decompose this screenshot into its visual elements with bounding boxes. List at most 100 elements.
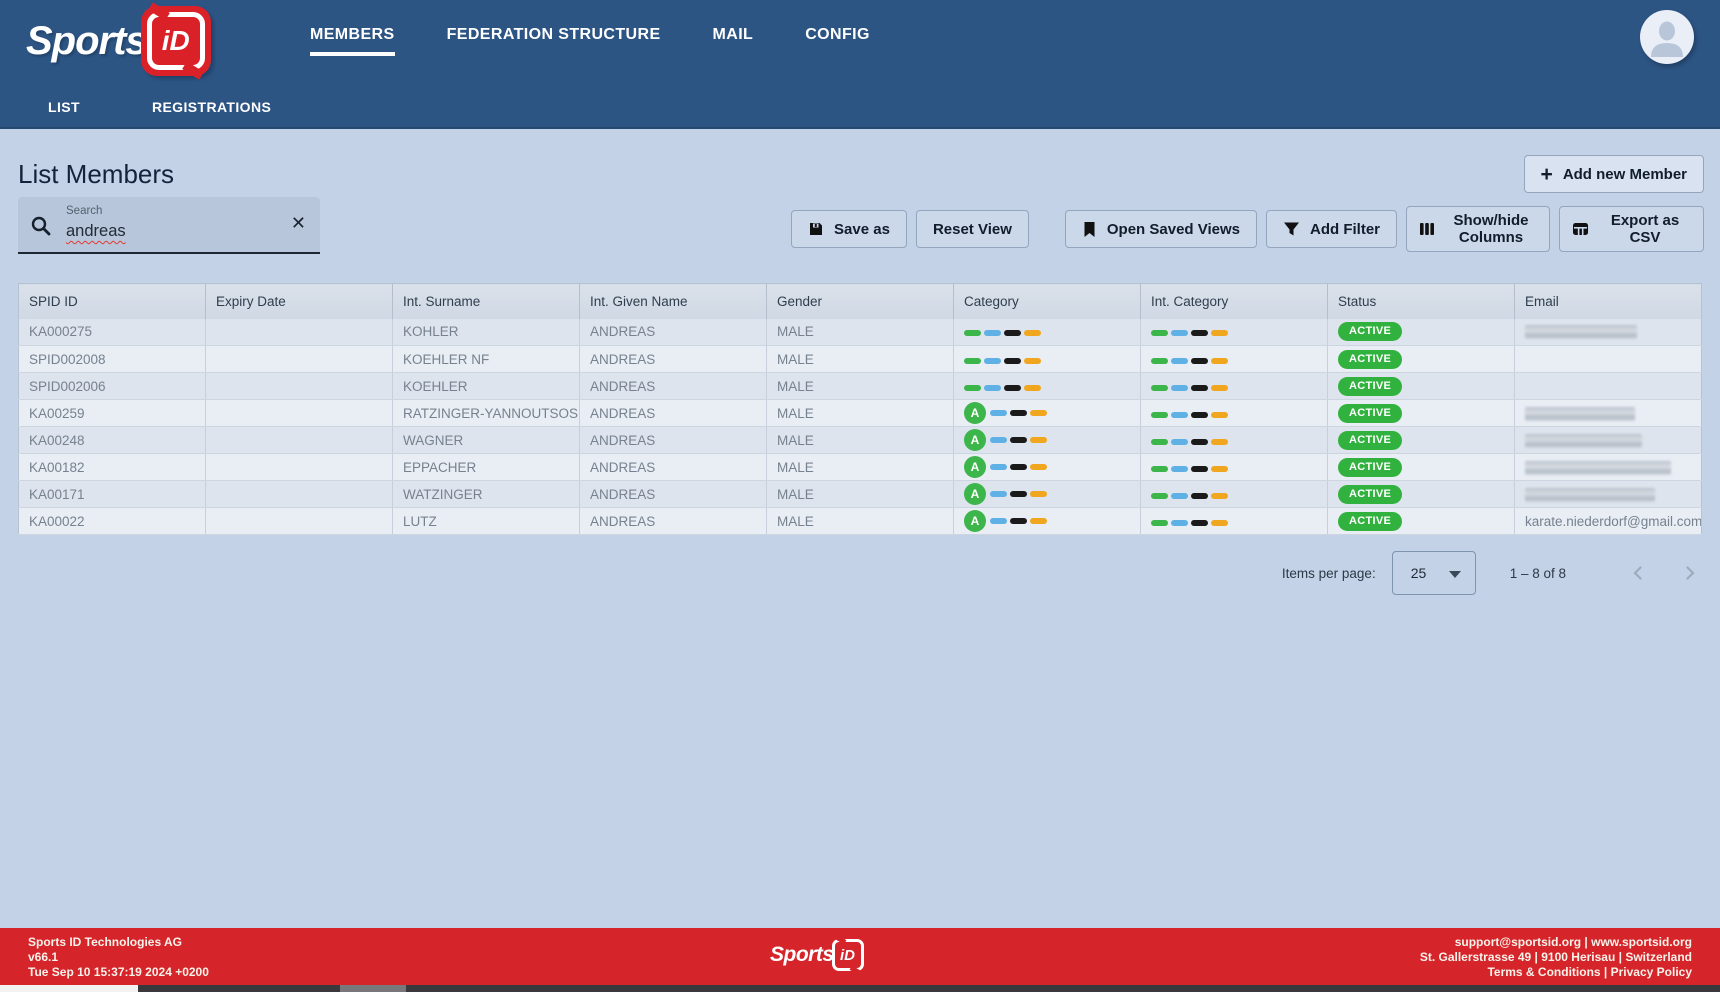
table-row[interactable]: KA00182 EPPACHER ANDREAS MALE A ACTIVE xyxy=(18,453,1702,481)
footer-legal-links[interactable]: Terms & Conditions | Privacy Policy xyxy=(1487,965,1692,979)
column-header-email[interactable]: Email xyxy=(1514,283,1702,319)
save-as-button[interactable]: Save as xyxy=(791,210,907,248)
cell-gender: MALE xyxy=(766,507,954,535)
table-row[interactable]: KA00259 RATZINGER-YANNOUTSOS ANDREAS MALE A A… xyxy=(18,399,1702,427)
add-new-member-button[interactable]: + Add new Member xyxy=(1523,155,1704,193)
status-badge: ACTIVE xyxy=(1338,403,1403,423)
table-row[interactable]: KA00022 LUTZ ANDREAS MALE A ACTIVE karate.nied… xyxy=(18,507,1702,535)
redacted-email xyxy=(1525,433,1642,448)
column-header-expiry-date[interactable]: Expiry Date xyxy=(205,283,393,319)
category-indicator xyxy=(1151,519,1228,526)
cell-gender: MALE xyxy=(766,480,954,508)
status-badge: ACTIVE xyxy=(1338,484,1403,504)
open-saved-views-label: Open Saved Views xyxy=(1106,220,1240,238)
redacted-email xyxy=(1525,460,1671,475)
cell-expiry-date xyxy=(205,345,393,373)
footer-logo-badge-text: iD xyxy=(840,946,856,964)
bottom-strip-white-segment xyxy=(0,985,138,992)
bottom-strip-grey-segment xyxy=(340,985,406,992)
category-pill xyxy=(1191,384,1208,391)
cell-spid-id: KA00182 xyxy=(18,453,206,481)
export-csv-button[interactable]: Export as CSV xyxy=(1559,206,1704,252)
cell-int-surname: RATZINGER-YANNOUTSOS xyxy=(392,399,580,427)
cell-category xyxy=(953,318,1141,346)
footer-contact-info: support@sportsid.org | www.sportsid.org … xyxy=(1420,935,1692,980)
table-row[interactable]: KA00248 WAGNER ANDREAS MALE A ACTIVE xyxy=(18,426,1702,454)
nav-tab-federation-structure[interactable]: FEDERATION STRUCTURE xyxy=(446,26,661,43)
table-row[interactable]: SPID002006 KOEHLER ANDREAS MALE ACTIVE xyxy=(18,372,1702,400)
cell-int-given-name: ANDREAS xyxy=(579,372,767,400)
category-badge: A xyxy=(964,429,986,451)
column-header-int-surname[interactable]: Int. Surname xyxy=(392,283,580,319)
cell-spid-id: SPID002008 xyxy=(18,345,206,373)
cell-int-category xyxy=(1140,453,1328,481)
category-pill xyxy=(1171,465,1188,472)
search-field-value[interactable]: andreas xyxy=(66,222,126,240)
cell-gender: MALE xyxy=(766,318,954,346)
chevron-right-icon xyxy=(1686,566,1695,580)
category-pill xyxy=(964,330,981,337)
cell-gender: MALE xyxy=(766,345,954,373)
status-badge: ACTIVE xyxy=(1338,511,1403,531)
cell-expiry-date xyxy=(205,318,393,346)
cell-status: ACTIVE xyxy=(1327,507,1515,535)
cell-status: ACTIVE xyxy=(1327,453,1515,481)
category-pill xyxy=(990,518,1007,524)
category-pill xyxy=(990,491,1007,497)
subnav-tab-list[interactable]: LIST xyxy=(48,99,80,115)
cell-int-surname: KOEHLER xyxy=(392,372,580,400)
previous-page-button[interactable] xyxy=(1624,559,1652,587)
nav-tab-config[interactable]: CONFIG xyxy=(805,26,870,43)
cell-expiry-date xyxy=(205,399,393,427)
page-title: List Members xyxy=(18,159,175,189)
column-header-spid-id[interactable]: SPID ID xyxy=(18,283,206,319)
cell-expiry-date xyxy=(205,453,393,481)
next-page-button[interactable] xyxy=(1676,559,1704,587)
column-header-gender[interactable]: Gender xyxy=(766,283,954,319)
column-header-int-category[interactable]: Int. Category xyxy=(1140,283,1328,319)
cell-category xyxy=(953,372,1141,400)
page-footer: Sports ID Technologies AG v66.1 Tue Sep … xyxy=(0,928,1720,985)
table-row[interactable]: KA000275 KOHLER ANDREAS MALE ACTIVE xyxy=(18,318,1702,346)
cell-expiry-date xyxy=(205,426,393,454)
members-table: SPID ID Expiry Date Int. Surname Int. Gi… xyxy=(18,283,1702,535)
cell-spid-id: KA00022 xyxy=(18,507,206,535)
cell-int-category xyxy=(1140,399,1328,427)
table-row[interactable]: SPID002008 KOEHLER NF ANDREAS MALE ACTIVE xyxy=(18,345,1702,373)
user-avatar-button[interactable] xyxy=(1640,10,1694,64)
pagination-range: 1 – 8 of 8 xyxy=(1509,565,1566,581)
column-header-status[interactable]: Status xyxy=(1327,283,1515,319)
reset-view-button[interactable]: Reset View xyxy=(915,210,1029,248)
cell-int-category xyxy=(1140,480,1328,508)
show-hide-columns-button[interactable]: Show/hide Columns xyxy=(1406,206,1550,252)
category-pill xyxy=(1191,492,1208,499)
items-per-page-select[interactable]: 25 xyxy=(1391,551,1476,595)
column-header-category[interactable]: Category xyxy=(953,283,1141,319)
table-export-icon xyxy=(1573,223,1588,235)
cell-int-given-name: ANDREAS xyxy=(579,318,767,346)
clear-search-icon[interactable]: ✕ xyxy=(290,213,306,233)
nav-tab-mail[interactable]: MAIL xyxy=(712,26,754,43)
table-row[interactable]: KA00171 WATZINGER ANDREAS MALE A ACTIVE xyxy=(18,480,1702,508)
search-input[interactable]: Search andreas ✕ xyxy=(18,197,320,254)
sportsid-logo[interactable]: Sports iD xyxy=(26,2,211,80)
open-saved-views-button[interactable]: Open Saved Views xyxy=(1064,210,1257,248)
category-pill xyxy=(1030,437,1047,443)
export-csv-label: Export as CSV xyxy=(1610,211,1680,246)
status-badge: ACTIVE xyxy=(1338,430,1403,450)
category-pill xyxy=(984,384,1001,391)
subnav-tab-registrations[interactable]: REGISTRATIONS xyxy=(151,99,272,115)
nav-tab-members[interactable]: MEMBERS xyxy=(310,26,395,56)
chevron-down-icon xyxy=(1448,571,1461,578)
table-header-row: SPID ID Expiry Date Int. Surname Int. Gi… xyxy=(18,283,1702,319)
category-pill xyxy=(1010,410,1027,416)
column-header-int-given-name[interactable]: Int. Given Name xyxy=(579,283,767,319)
category-indicator-with-badge: A xyxy=(964,402,1047,424)
redacted-email xyxy=(1525,325,1637,340)
category-indicator xyxy=(1151,411,1228,418)
cell-email: karate.niederdorf@gmail.com xyxy=(1514,507,1702,535)
footer-contact-links[interactable]: support@sportsid.org | www.sportsid.org xyxy=(1454,935,1692,949)
filter-icon xyxy=(1284,222,1299,236)
sub-nav: LIST REGISTRATIONS xyxy=(48,99,271,115)
add-filter-button[interactable]: Add Filter xyxy=(1266,210,1397,248)
